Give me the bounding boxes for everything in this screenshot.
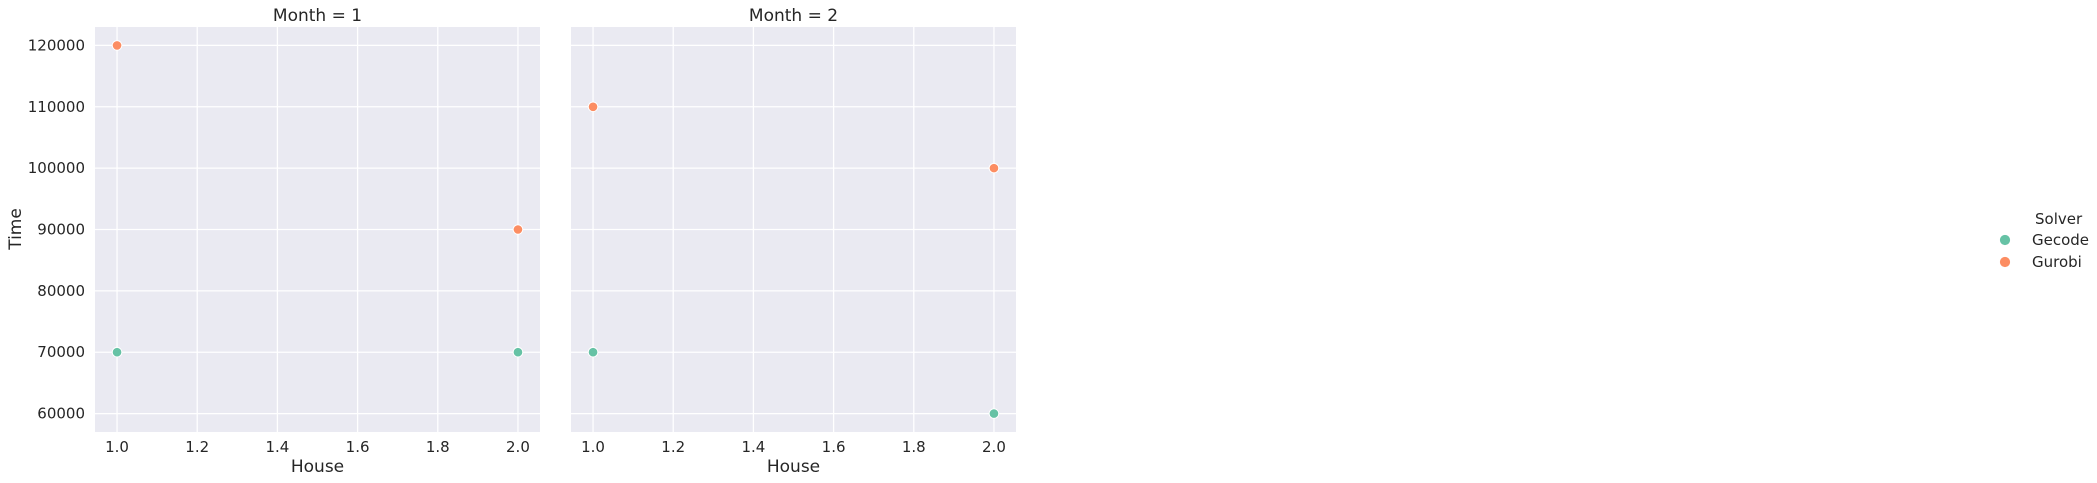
legend-label-gurobi: Gurobi bbox=[2032, 253, 2082, 271]
facet-panel-1: 1.0 1.2 1.4 1.6 1.8 2.0 60000 70000 80000 90000 10… bbox=[28, 6, 540, 477]
x-tick-label: 2.0 bbox=[982, 438, 1006, 456]
x-tick-label: 1.2 bbox=[661, 438, 685, 456]
x-tick-label: 1.6 bbox=[822, 438, 846, 456]
x-tick-label: 1.6 bbox=[346, 438, 370, 456]
x-tick-label: 1.2 bbox=[185, 438, 209, 456]
data-point-gurobi bbox=[988, 162, 1000, 174]
y-tick-label: 70000 bbox=[37, 343, 85, 361]
y-axis-label: Time bbox=[6, 208, 26, 251]
x-axis-label: House bbox=[767, 457, 820, 477]
x-tick-label: 2.0 bbox=[506, 438, 530, 456]
x-tick-label: 1.4 bbox=[741, 438, 765, 456]
x-tick-label: 1.4 bbox=[265, 438, 289, 456]
x-tick-label: 1.0 bbox=[581, 438, 605, 456]
y-tick-label: 80000 bbox=[37, 282, 85, 300]
data-point-gecode bbox=[988, 408, 1000, 419]
x-axis-label: House bbox=[291, 457, 344, 477]
legend: Solver Gecode Gurobi bbox=[1999, 210, 2089, 271]
data-point-gurobi bbox=[587, 101, 599, 113]
y-tick-label: 90000 bbox=[37, 221, 85, 239]
legend-label-gecode: Gecode bbox=[2032, 231, 2089, 249]
y-tick-label: 110000 bbox=[28, 98, 85, 116]
legend-marker-gecode bbox=[1999, 234, 2011, 246]
panels: 1.0 1.2 1.4 1.6 1.8 2.0 60000 70000 80000 90000 10… bbox=[28, 6, 1016, 477]
x-tick-label: 1.8 bbox=[902, 438, 926, 456]
data-point-gecode bbox=[111, 346, 123, 358]
x-tick-label: 1.0 bbox=[105, 438, 129, 456]
data-point-gecode bbox=[512, 346, 524, 358]
y-tick-label: 60000 bbox=[37, 405, 85, 423]
x-tick-label: 1.8 bbox=[426, 438, 450, 456]
legend-marker-gurobi bbox=[1999, 256, 2011, 268]
legend-title: Solver bbox=[2035, 210, 2083, 228]
facet-panel-2: 1.0 1.2 1.4 1.6 1.8 2.0 Month = 2 House bbox=[571, 6, 1016, 477]
y-tick-label: 120000 bbox=[28, 36, 85, 54]
data-point-gurobi bbox=[512, 224, 524, 235]
data-point-gurobi bbox=[111, 40, 123, 51]
facet-title: Month = 1 bbox=[273, 6, 362, 26]
facet-title: Month = 2 bbox=[749, 6, 838, 26]
data-point-gecode bbox=[587, 346, 599, 358]
y-tick-label: 100000 bbox=[28, 159, 85, 177]
